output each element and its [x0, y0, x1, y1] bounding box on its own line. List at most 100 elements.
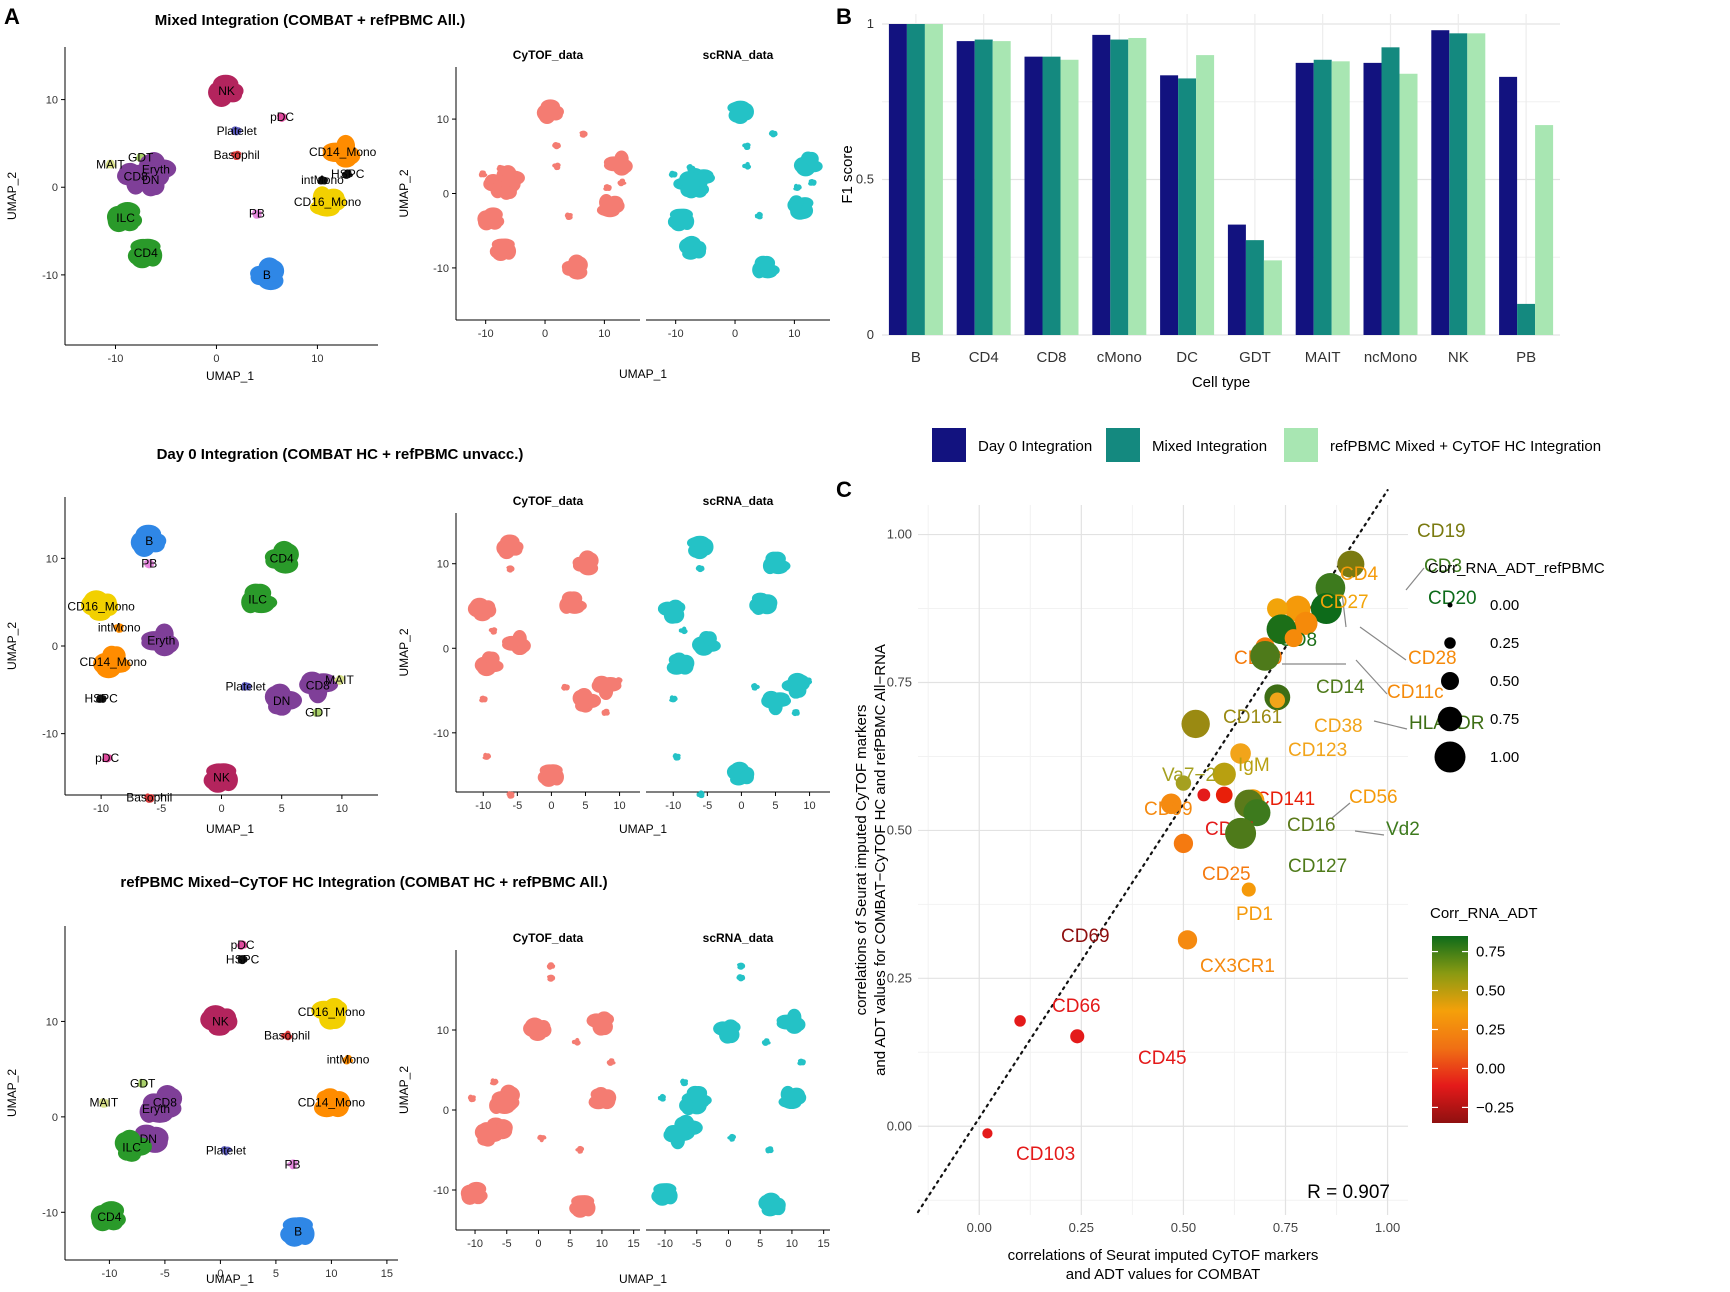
umap-x-tick-label: 10: [311, 353, 323, 365]
umap-cluster-label: NK: [218, 84, 235, 98]
bar-mixed-integration: [1178, 78, 1197, 336]
umap-cluster-label: Platelet: [206, 1143, 247, 1157]
umap-cluster-blob: [289, 1163, 296, 1170]
facet-x-tick-label: 0: [542, 328, 548, 340]
facet-x-tick-label: 0: [725, 1238, 731, 1250]
facet-cell-blob: [596, 204, 617, 217]
scatter-point: [1243, 799, 1271, 827]
umap-cluster-label: MAIT: [96, 157, 125, 171]
umap-cluster-blob: [248, 597, 275, 614]
bar-day-0-integration: [1092, 34, 1111, 335]
umap-x-tick-label: -5: [156, 803, 166, 815]
bar-x-axis-title: Cell type: [1192, 374, 1250, 391]
facet-y-label: UMAP_2: [397, 169, 411, 217]
umap-cluster-blob: [107, 159, 115, 166]
facet-x-tick-label: -10: [668, 328, 684, 340]
umap-cluster-blob: [238, 955, 247, 960]
umap-cluster-blob: [90, 1205, 113, 1228]
size-legend-dot: [1447, 602, 1453, 608]
facet-x-tick-label: 0: [535, 1238, 541, 1250]
facet-cell-blob: [771, 695, 792, 707]
bar-day-0-integration: [1363, 62, 1382, 335]
scatter-y-tick-label: 0.00: [887, 1118, 912, 1133]
facet-cell-blob: [496, 539, 514, 557]
umap-cluster-blob: [326, 1095, 349, 1118]
facet-x-tick-label: 5: [757, 1238, 763, 1250]
umap-cluster-label: HSPC: [331, 167, 365, 181]
facet-cell-blob: [699, 790, 705, 797]
scatter-point: [1177, 930, 1198, 950]
facet-cell-blob: [680, 1078, 686, 1084]
umap-x-tick-label: 5: [273, 1268, 279, 1280]
umap-x-tick-label: 0: [217, 1268, 223, 1280]
umap-cluster-label: CD14_Mono: [298, 1096, 366, 1110]
facet-cells: [657, 535, 813, 799]
umap-x-label: UMAP_1: [206, 1272, 254, 1286]
bar-mixed-integration: [1042, 56, 1061, 335]
umap-row: Mixed Integration (COMBAT + refPBMC All.…: [5, 12, 830, 383]
legend-swatch: [932, 428, 966, 462]
scatter-point-label: CD123: [1288, 740, 1347, 761]
umap-cluster-label: PB: [141, 557, 157, 571]
umap-cluster-label: pDC: [95, 751, 119, 765]
facet-cell-blob: [673, 1129, 694, 1141]
umap-row: Day 0 Integration (COMBAT HC + refPBMC u…: [5, 446, 830, 836]
facet-cell-blob: [771, 1200, 786, 1216]
umap-cluster-label: B: [263, 268, 271, 282]
umap-cluster-label: Platelet: [226, 679, 267, 693]
bar-refpbmc-mixed-cytof-hc-integration: [1399, 73, 1418, 335]
facet-strip-label: scRNA_data: [703, 48, 774, 62]
umap-row: refPBMC Mixed−CyTOF HC Integration (COMB…: [5, 874, 830, 1286]
umap-y-tick-label: -10: [42, 1207, 58, 1219]
bar-day-0-integration: [1160, 75, 1179, 335]
bar-mixed-integration: [906, 24, 925, 335]
umap-cluster-blob: [312, 677, 339, 693]
umap-y-label: UMAP_2: [5, 622, 19, 670]
facet-cell-blob: [793, 709, 800, 713]
umap-cluster-blob: [106, 646, 126, 665]
umap-cluster-label: HSPC: [226, 952, 260, 966]
size-legend-label: 0.75: [1490, 711, 1519, 728]
bar-refpbmc-mixed-cytof-hc-integration: [1467, 33, 1486, 336]
facet-cell-blob: [702, 631, 717, 646]
scatter-point-label: CD45: [1138, 1048, 1187, 1069]
facet-cell-blob: [758, 255, 776, 271]
facet-x-tick-label: 15: [818, 1238, 830, 1250]
scatter-label-leader: [1331, 802, 1351, 819]
scatter-point: [1230, 743, 1251, 764]
scatter-y-tick-label: 1.00: [887, 527, 912, 542]
umap-cluster-label: pDC: [231, 938, 255, 952]
umap-clusters: [80, 524, 345, 803]
size-legend-title: Corr_RNA_ADT_refPBMC: [1428, 560, 1605, 577]
umap-cluster-label: CD16_Mono: [294, 195, 362, 209]
facet-x-tick-label: 5: [772, 800, 778, 812]
facet-cell-blob: [700, 566, 705, 572]
umap-cluster-label: B: [294, 1224, 302, 1238]
facet-cell-blob: [660, 1094, 666, 1100]
facet-x-tick-label: 10: [613, 800, 625, 812]
umap-cluster-blob: [101, 757, 110, 762]
facet-cell-blob: [752, 683, 758, 689]
umap-cluster-label: CD16_Mono: [67, 600, 135, 614]
facet-cell-blob: [804, 151, 819, 167]
bar-mixed-integration: [974, 39, 993, 336]
umap-cluster-blob: [321, 178, 328, 185]
bar-day-0-integration: [888, 24, 907, 335]
umap-x-tick-label: -10: [93, 803, 109, 815]
umap-cluster-label: pDC: [270, 110, 294, 124]
facet-cell-blob: [477, 210, 495, 228]
umap-cluster-label: CD8: [306, 678, 330, 692]
umap-cluster-blob: [322, 142, 349, 158]
legend-label: Day 0 Integration: [978, 438, 1092, 455]
scatter-point: [1267, 598, 1288, 619]
umap-cluster-blob: [312, 709, 319, 716]
umap-cluster-blob: [146, 1107, 173, 1123]
facet-cell-blob: [740, 975, 746, 981]
bar-refpbmc-mixed-cytof-hc-integration: [1128, 37, 1147, 336]
facet-y-tick-label: -10: [433, 728, 449, 740]
facet-x-tick-label: -5: [702, 800, 712, 812]
facet-x-tick-label: -10: [475, 800, 491, 812]
facet-x-tick-label: 15: [628, 1238, 640, 1250]
umap-y-tick-label: 10: [46, 553, 58, 565]
scatter-point: [1215, 786, 1233, 804]
